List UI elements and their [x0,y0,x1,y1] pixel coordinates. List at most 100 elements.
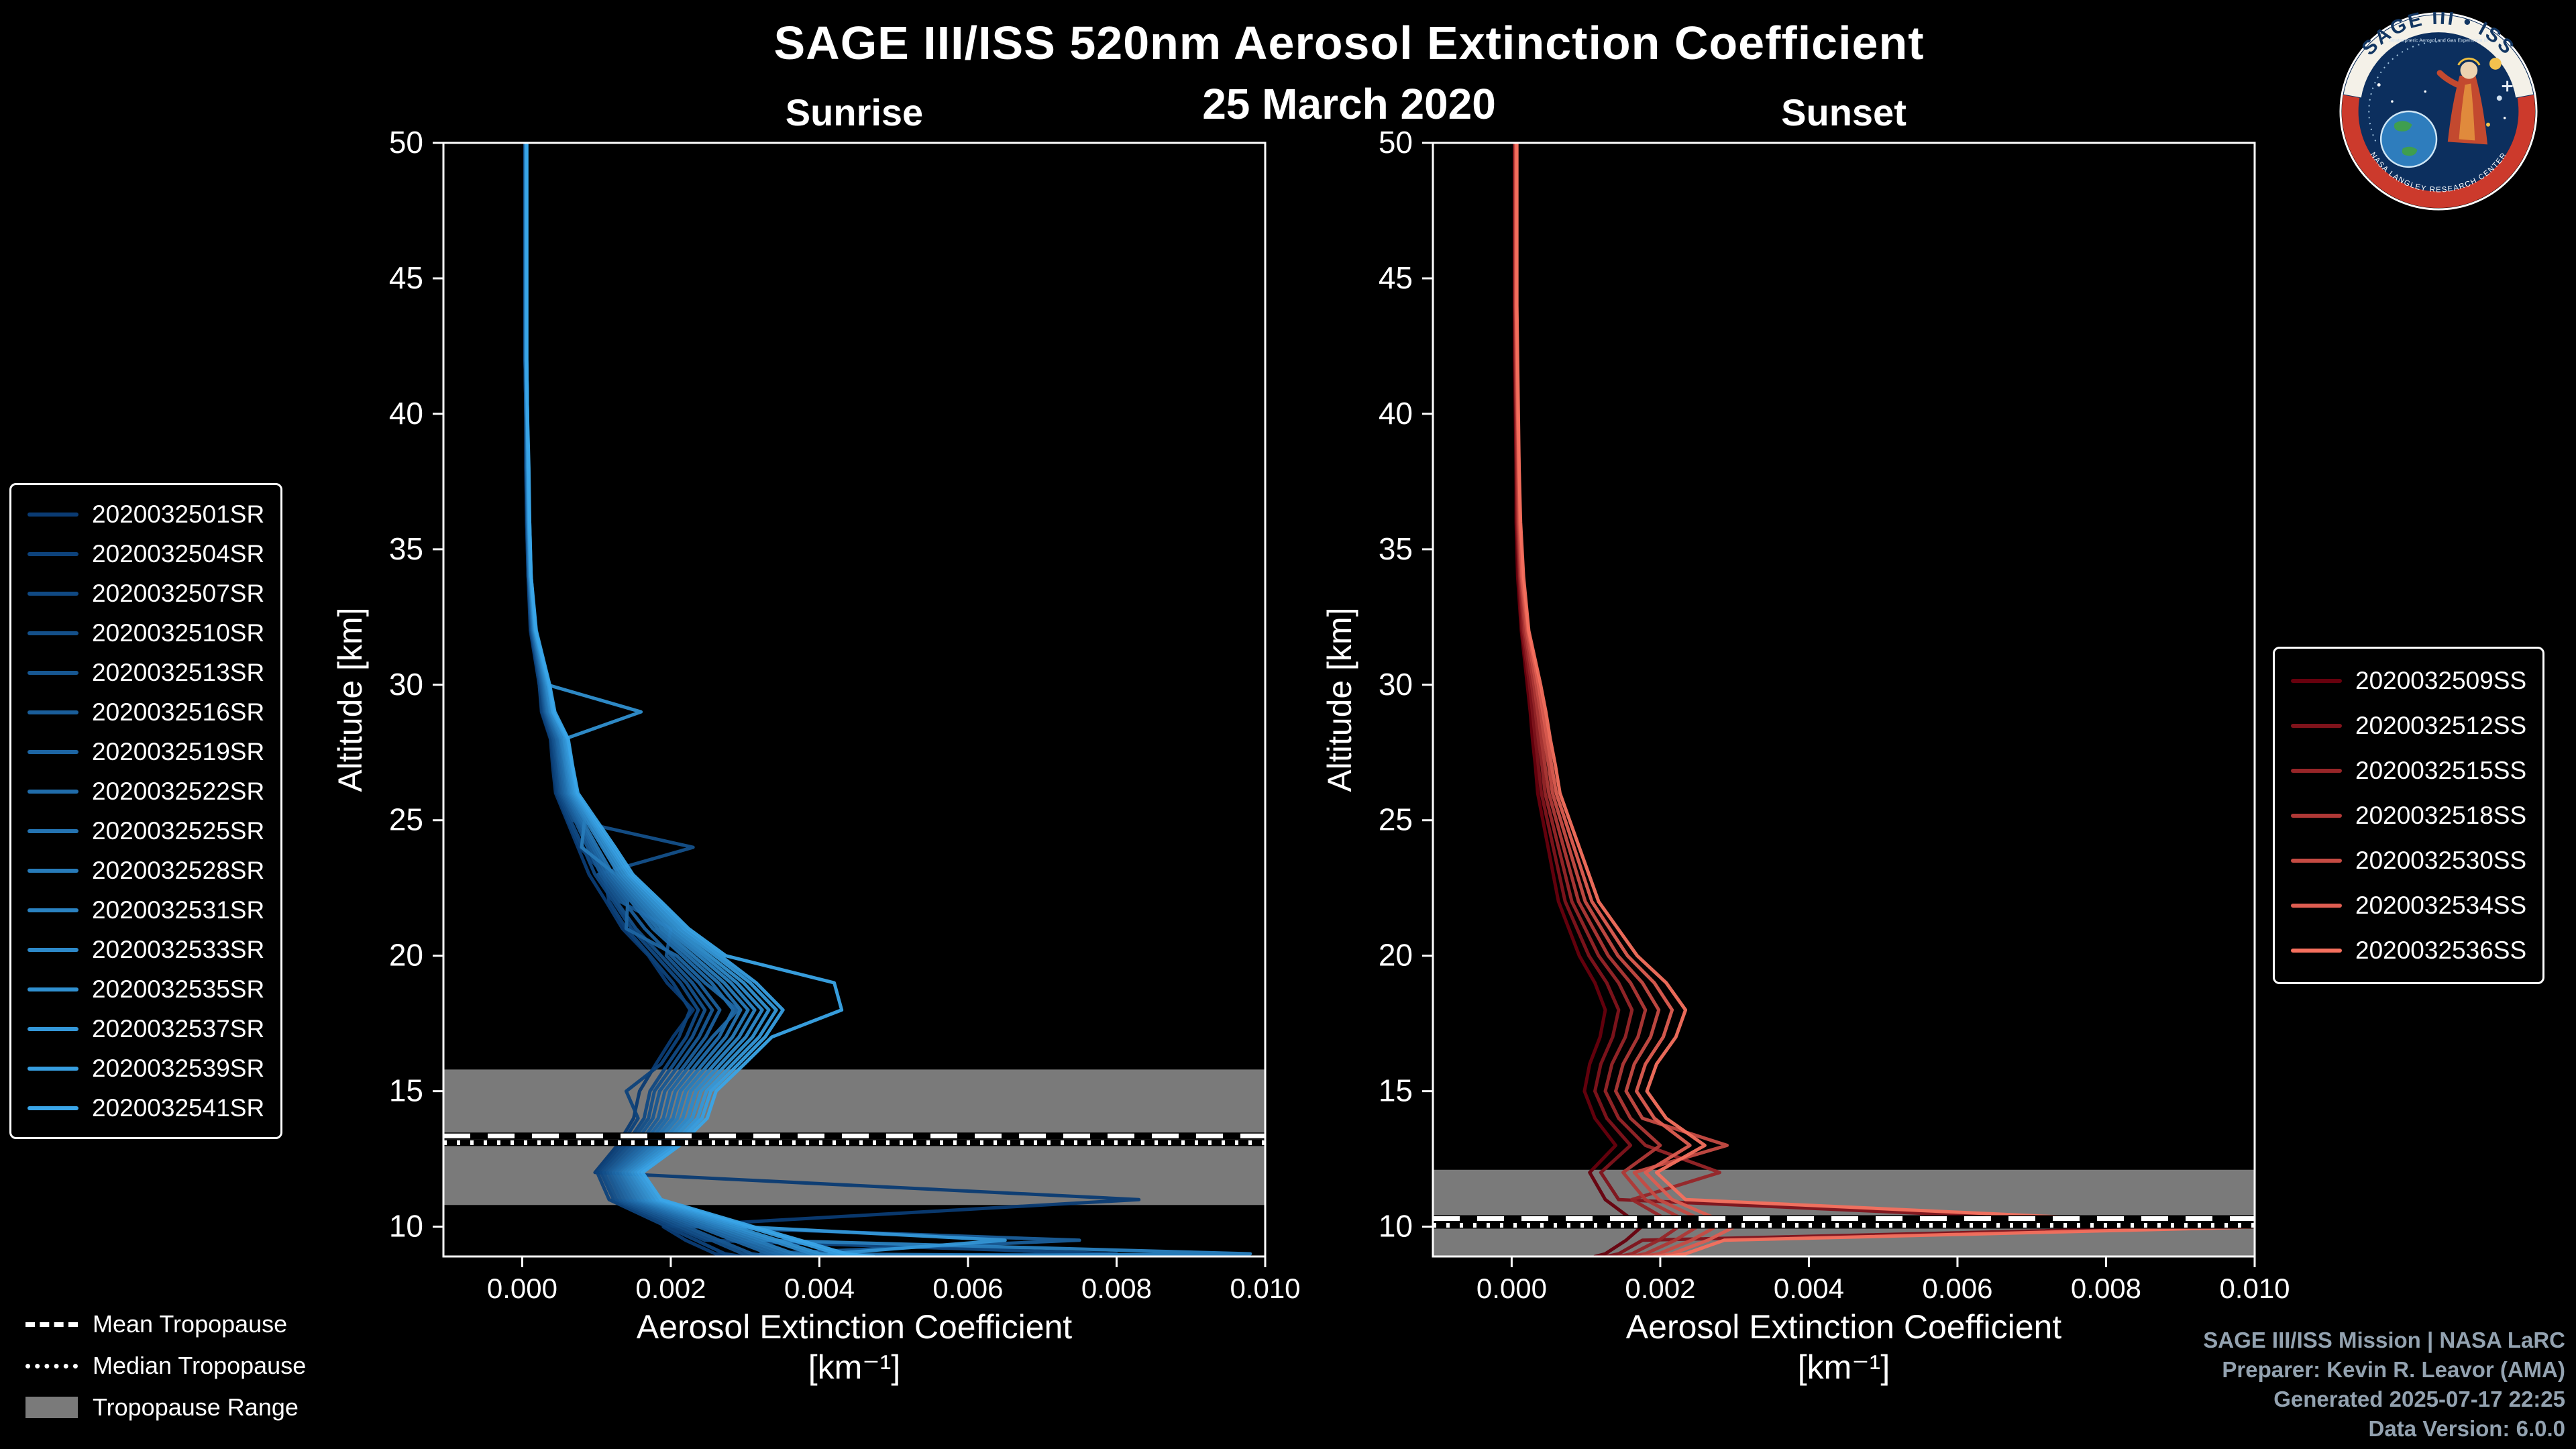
legend-label: 2020032509SS [2355,666,2527,694]
tropopause-legend: Mean Tropopause Median Tropopause Tropop… [25,1310,307,1421]
legend-label: 2020032541SR [92,1093,265,1122]
sunrise-legend: 2020032501SR 2020032504SR 2020032507SR 2020… [9,483,283,1139]
legend-item: 2020032530SS [2291,838,2526,883]
legend-line-swatch [28,551,78,556]
profile-2020032530SS [1514,143,1729,1256]
x-axis-label: Aerosol Extinction Coefficient [1626,1308,2062,1346]
legend-item: 2020032501SR [28,494,264,534]
legend-item: 2020032509SS [2291,658,2526,703]
legend-label: 2020032539SR [92,1054,265,1082]
logo-outer-ring [2339,12,2538,211]
legend-line-swatch [28,512,78,517]
credit-line-preparer: Preparer: Kevin R. Leavor (AMA) [2222,1357,2565,1382]
mean-tropopause-legend-item: Mean Tropopause [25,1310,306,1338]
panel-sunset: 10 15 20 25 30 35 40 45 50 0.000 0.002 0.004 0.006 0.… [1321,91,2290,1386]
logo-subtitle-text: Stratospheric Aerosol and Gas Experiment… [2389,37,2488,43]
y-tick-label: 15 [1379,1073,1413,1108]
plot-frame [1432,142,2256,1258]
legend-item: 2020032507SR [28,574,264,613]
logo-star [2424,90,2427,93]
x-axis-units: [km⁻¹] [808,1348,900,1386]
legend-item: 2020032525SR [28,811,264,851]
dashed-line-swatch [25,1322,78,1327]
tropopause-range-band [1433,1169,2255,1256]
legend-label: 2020032528SR [92,856,265,884]
legend-line-swatch [28,591,78,596]
legend-label: 2020032518SS [2355,801,2527,829]
dotted-line-swatch [25,1363,78,1368]
legend-label: 2020032535SR [92,975,265,1003]
legend-line-swatch [28,987,78,991]
x-tick-label: 0.004 [1774,1273,1844,1304]
y-axis-label: Altitude [km] [1321,607,1358,792]
legend-label: 2020032519SR [92,737,265,765]
x-tick-label: 0.010 [1230,1273,1300,1304]
legend-label: 2020032513SR [92,658,265,686]
credit-line-mission: SAGE III/ISS Mission | NASA LaRC [2203,1328,2565,1352]
y-tick-label: 20 [1379,938,1413,973]
x-tick-label: 0.000 [1477,1273,1547,1304]
logo-planet [2486,122,2490,127]
logo-earth-land [2402,146,2418,156]
x-tick-label: 0.008 [2071,1273,2141,1304]
plot-frame [442,142,1267,1258]
legend-item: 2020032512SS [2291,703,2526,748]
legend-item: 2020032536SS [2291,928,2526,973]
legend-label: 2020032501SR [92,500,265,528]
y-tick-label: 30 [389,667,423,702]
sunset-legend: 2020032509SS 2020032512SS 2020032515SS 2020… [2273,647,2545,984]
legend-label: 2020032512SS [2355,711,2527,739]
y-tick-label: 10 [389,1209,423,1244]
legend-label: 2020032537SR [92,1014,265,1042]
legend-item: 2020032516SR [28,692,264,732]
legend-label: 2020032522SR [92,777,265,805]
panel-title: Sunset [1781,91,1907,133]
legend-line-swatch [28,1106,78,1110]
legend-label: 2020032530SS [2355,846,2527,874]
y-tick-label: 30 [1379,667,1413,702]
legend-line-swatch [2291,948,2342,953]
legend-item: 2020032513SR [28,653,264,692]
x-tick-label: 0.006 [1922,1273,1992,1304]
legend-label: 2020032536SS [2355,936,2527,964]
legend-item: 2020032518SS [2291,793,2526,838]
legend-line-swatch [28,908,78,912]
y-tick-label: 25 [389,802,423,837]
profile-2020032512SS [1513,143,2220,1256]
logo-iss [2502,80,2513,92]
legend-line-swatch [28,947,78,952]
legend-item: 2020032533SR [28,930,264,969]
logo-title-band [2343,14,2534,99]
y-axis-label: Altitude [km] [331,607,369,792]
logo-star [2377,83,2381,87]
y-tick-label: 50 [389,125,423,160]
y-tick-label: 20 [389,938,423,973]
legend-label: 2020032515SS [2355,756,2527,784]
y-tick-label: 25 [1379,802,1413,837]
logo-star [2503,117,2506,119]
legend-item: 2020032534SS [2291,883,2526,928]
y-tick-label: 35 [389,531,423,566]
legend-label: 2020032531SR [92,896,265,924]
logo-earth [2379,110,2438,168]
legend-item: 2020032531SR [28,890,264,930]
date-subtitle: 25 March 2020 [1202,80,1496,128]
y-tick-label: 45 [389,260,423,295]
legend-line-swatch [28,670,78,675]
legend-label: 2020032504SR [92,539,265,568]
legend-line-swatch [2291,723,2342,728]
legend-line-swatch [28,631,78,635]
legend-item: 2020032519SR [28,732,264,771]
y-tick-label: 40 [389,396,423,431]
profile-2020032541SR [525,143,875,1256]
y-tick-label: 10 [1379,1209,1413,1244]
legend-line-swatch [2291,903,2342,908]
credit-line-version: Data Version: 6.0.0 [2368,1416,2565,1441]
legend-item: 2020032504SR [28,534,264,574]
y-tick-label: 45 [1379,260,1413,295]
legend-label: 2020032510SR [92,619,265,647]
median-tropopause-label: Median Tropopause [93,1352,307,1379]
legend-line-swatch [2291,858,2342,863]
x-tick-label: 0.010 [2219,1273,2290,1304]
